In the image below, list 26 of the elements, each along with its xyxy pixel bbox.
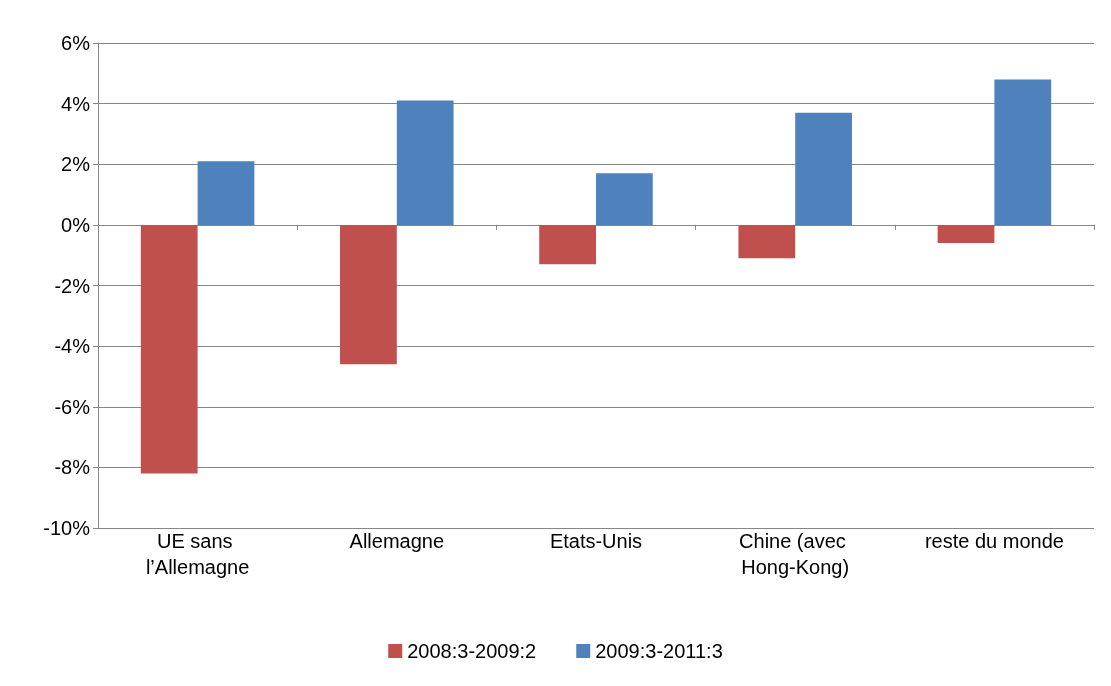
y-tick-label: -2% — [54, 274, 91, 297]
bar — [596, 173, 653, 225]
y-tick-label: -10% — [43, 517, 91, 539]
bar — [738, 224, 796, 259]
legend-label: 2009:3-2011:3 — [595, 640, 723, 662]
legend-label: 2008:3-2009:2 — [407, 640, 537, 662]
y-tick-label: 4% — [61, 92, 91, 115]
bar — [795, 112, 852, 225]
y-tick-label: 6% — [61, 32, 91, 54]
y-tick-label: 2% — [61, 153, 91, 176]
bar — [340, 224, 397, 365]
y-tick-label: -8% — [54, 456, 91, 479]
x-tick-label: UE sans l’Allemagne — [145, 530, 250, 578]
y-tick-label: -6% — [54, 395, 91, 418]
x-tick-label: Allemagne — [349, 530, 445, 552]
bar — [197, 161, 255, 225]
bar — [140, 224, 198, 474]
y-tick-label: 0% — [61, 213, 91, 236]
x-tick-label: Chine (avec Hong-Kong) — [739, 530, 852, 578]
bar — [994, 79, 1052, 225]
bar — [539, 224, 596, 265]
bar — [396, 100, 454, 225]
x-tick-label: reste du monde — [924, 530, 1064, 552]
x-tick-label: Etats-Unis — [549, 530, 643, 552]
bar — [937, 224, 995, 244]
y-tick-label: -4% — [54, 335, 91, 358]
